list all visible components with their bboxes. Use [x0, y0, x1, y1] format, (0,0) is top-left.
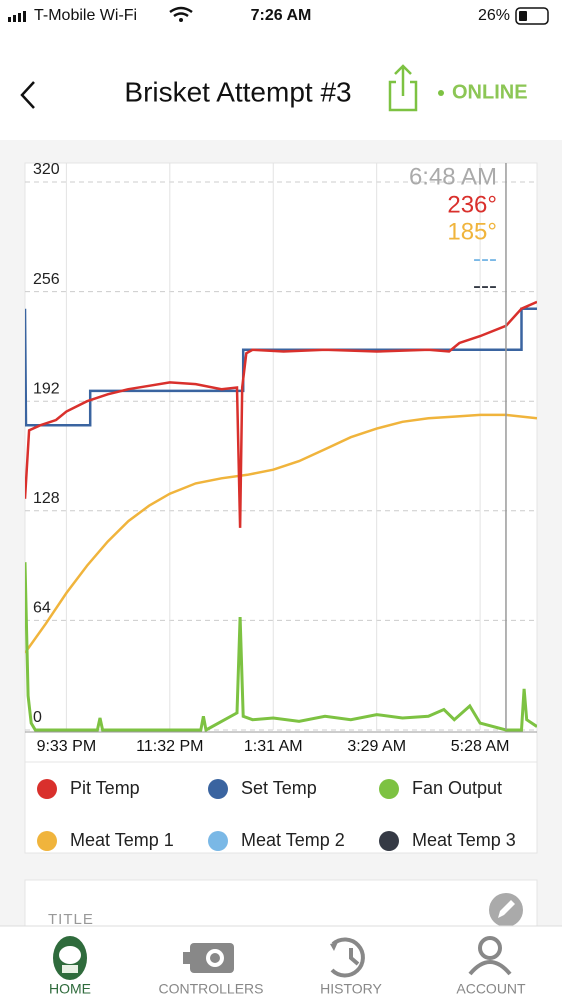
controllers-icon	[183, 943, 234, 973]
y-tick-label: 320	[33, 161, 60, 178]
legend-label[interactable]: Fan Output	[412, 778, 502, 798]
y-tick-label: 64	[33, 600, 51, 617]
battery-text: 26%	[478, 7, 510, 24]
tab-labels: HOME CONTROLLERS HISTORY ACCOUNT	[49, 981, 526, 997]
online-dot	[438, 90, 444, 96]
share-button[interactable]	[388, 64, 418, 112]
y-tick-label: 0	[33, 709, 42, 726]
legend-swatch	[379, 831, 399, 851]
tab-label[interactable]: HISTORY	[320, 981, 382, 997]
back-button[interactable]	[20, 81, 35, 109]
legend-swatch	[379, 779, 399, 799]
readout-value: 185°	[447, 218, 497, 245]
legend-swatch	[37, 779, 57, 799]
tab-label[interactable]: CONTROLLERS	[158, 981, 263, 997]
carrier: T-Mobile Wi-Fi	[34, 7, 137, 24]
series-line	[25, 562, 537, 733]
history-icon	[330, 937, 365, 978]
battery-level	[519, 11, 527, 21]
battery-icon	[515, 7, 549, 25]
signal-icon	[8, 11, 26, 22]
top-area	[0, 0, 562, 140]
x-tick-label: 1:31 AM	[244, 738, 303, 755]
legend-label[interactable]: Meat Temp 2	[241, 830, 345, 850]
wifi-dot	[179, 18, 183, 22]
tab-bar	[0, 926, 562, 1000]
online-status: ONLINE	[452, 81, 528, 103]
readout-value: 236°	[447, 191, 497, 218]
pencil-icon	[498, 900, 515, 918]
legend-label[interactable]: Set Temp	[241, 778, 317, 798]
readout-value: ---	[473, 272, 497, 299]
account-icon	[468, 936, 512, 976]
legend-swatch	[208, 779, 228, 799]
chart-card	[24, 162, 538, 854]
page-title: Brisket Attempt #3	[124, 76, 351, 107]
x-tick-label: 9:33 PM	[37, 738, 97, 755]
wifi-icon	[169, 6, 193, 18]
history-arrow	[330, 942, 338, 951]
home-icon	[53, 936, 87, 980]
tab-label[interactable]: ACCOUNT	[456, 981, 526, 997]
readout-value: ---	[473, 245, 497, 272]
legend-swatch	[208, 831, 228, 851]
tab-label[interactable]: HOME	[49, 981, 91, 997]
readout-time: 6:48 AM	[409, 163, 497, 190]
x-tick-label: 3:29 AM	[347, 738, 406, 755]
legend-label[interactable]: Pit Temp	[70, 778, 140, 798]
legend-swatch	[37, 831, 57, 851]
y-tick-label: 128	[33, 490, 60, 507]
series-line	[25, 300, 537, 528]
y-tick-label: 192	[33, 380, 60, 397]
x-tick-label: 5:28 AM	[451, 738, 510, 755]
clock: 7:26 AM	[251, 7, 312, 24]
details-label: TITLE	[48, 911, 94, 928]
legend-label[interactable]: Meat Temp 1	[70, 830, 174, 850]
series-line	[25, 413, 537, 654]
legend-label[interactable]: Meat Temp 3	[412, 830, 516, 850]
plot-area	[25, 163, 537, 733]
x-tick-label: 11:32 PM	[136, 738, 203, 755]
y-tick-label: 256	[33, 271, 60, 288]
